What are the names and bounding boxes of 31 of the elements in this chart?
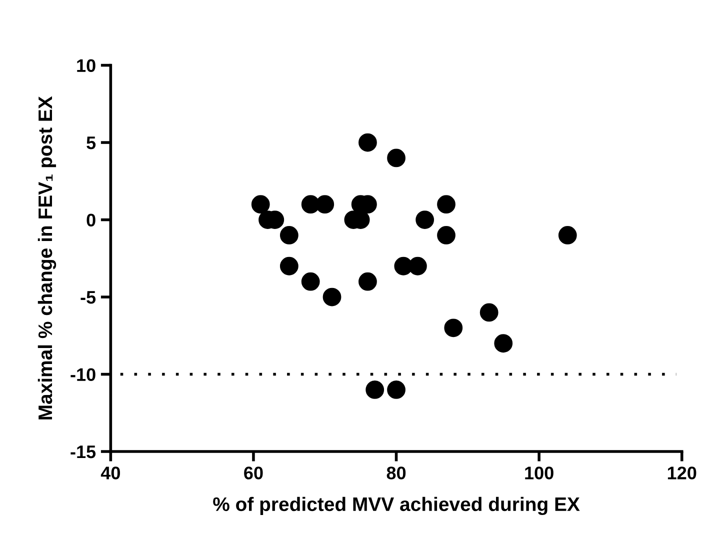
- point: [480, 303, 498, 322]
- point: [558, 226, 577, 244]
- point: [316, 195, 334, 214]
- y-tick-label: 10: [77, 59, 96, 72]
- x-axis-title: % of predicted MVV achieved during EX: [213, 496, 580, 516]
- point: [280, 226, 298, 244]
- point: [280, 256, 298, 276]
- y-tick-label: -10: [70, 368, 96, 381]
- y-axis-title: Maximal % change in FEV₁ post EX: [38, 96, 56, 420]
- point: [437, 226, 456, 244]
- x-tick-label: 120: [668, 466, 696, 480]
- y-tick-label: -15: [70, 446, 96, 458]
- y-tick-label: -5: [80, 291, 96, 304]
- point: [358, 133, 377, 152]
- point: [444, 318, 463, 338]
- point: [301, 272, 320, 291]
- point: [494, 334, 513, 353]
- point: [251, 195, 270, 214]
- point: [437, 195, 456, 214]
- point: [322, 288, 342, 306]
- x-tick-label: 60: [244, 466, 263, 480]
- x-tick-label: 80: [386, 466, 406, 480]
- point: [387, 148, 406, 168]
- point: [387, 380, 406, 399]
- y-tick-label: 5: [86, 136, 96, 150]
- point: [358, 272, 377, 291]
- y-tick-label: 0: [86, 214, 96, 226]
- x-tick-label: 40: [100, 466, 120, 480]
- point: [416, 210, 434, 229]
- x-tick-label: 100: [525, 466, 554, 480]
- point: [366, 380, 384, 399]
